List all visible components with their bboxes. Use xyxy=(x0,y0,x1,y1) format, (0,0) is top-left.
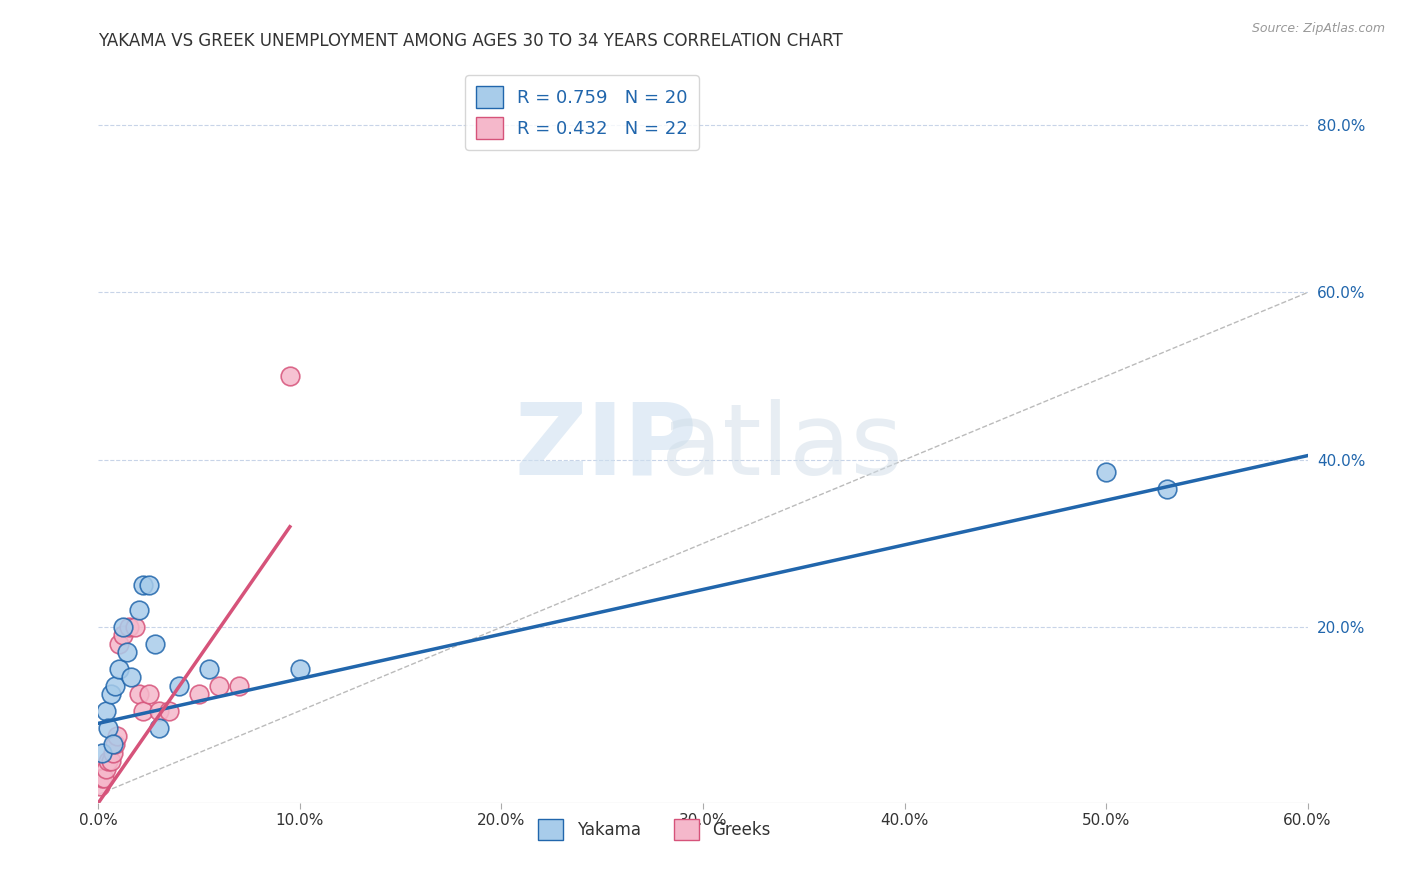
Point xyxy=(148,704,170,718)
Point xyxy=(96,704,118,718)
Text: Source: ZipAtlas.com: Source: ZipAtlas.com xyxy=(1251,22,1385,36)
Point xyxy=(96,762,118,776)
Point xyxy=(124,620,146,634)
Point xyxy=(97,721,120,735)
Point xyxy=(91,746,114,760)
Point xyxy=(198,662,221,676)
Point xyxy=(288,662,311,676)
Legend: Yakama, Greeks: Yakama, Greeks xyxy=(531,813,778,847)
Point xyxy=(105,729,128,743)
Point xyxy=(115,645,138,659)
Point xyxy=(97,754,120,768)
Point xyxy=(89,779,111,793)
Point xyxy=(100,754,122,768)
Point xyxy=(157,704,180,718)
Point xyxy=(100,687,122,701)
Point xyxy=(148,721,170,735)
Point xyxy=(93,771,115,785)
Point xyxy=(208,679,231,693)
Point xyxy=(91,771,114,785)
Point xyxy=(167,679,190,693)
Point xyxy=(143,637,166,651)
Point xyxy=(188,687,211,701)
Point xyxy=(103,679,125,693)
Point xyxy=(111,628,134,642)
Point xyxy=(278,369,301,384)
Point xyxy=(111,620,134,634)
Text: ZIP: ZIP xyxy=(515,399,697,496)
Point xyxy=(107,637,129,651)
Point xyxy=(103,737,125,751)
Point xyxy=(138,578,160,592)
Point xyxy=(1156,482,1178,496)
Point xyxy=(101,746,124,760)
Point xyxy=(118,620,141,634)
Point xyxy=(132,704,155,718)
Point xyxy=(101,737,124,751)
Text: YAKAMA VS GREEK UNEMPLOYMENT AMONG AGES 30 TO 34 YEARS CORRELATION CHART: YAKAMA VS GREEK UNEMPLOYMENT AMONG AGES … xyxy=(98,32,844,50)
Point xyxy=(120,670,142,684)
Point xyxy=(1095,466,1118,480)
Point xyxy=(107,662,129,676)
Text: atlas: atlas xyxy=(661,399,903,496)
Point xyxy=(132,578,155,592)
Point xyxy=(128,603,150,617)
Point xyxy=(138,687,160,701)
Point xyxy=(228,679,250,693)
Point xyxy=(128,687,150,701)
